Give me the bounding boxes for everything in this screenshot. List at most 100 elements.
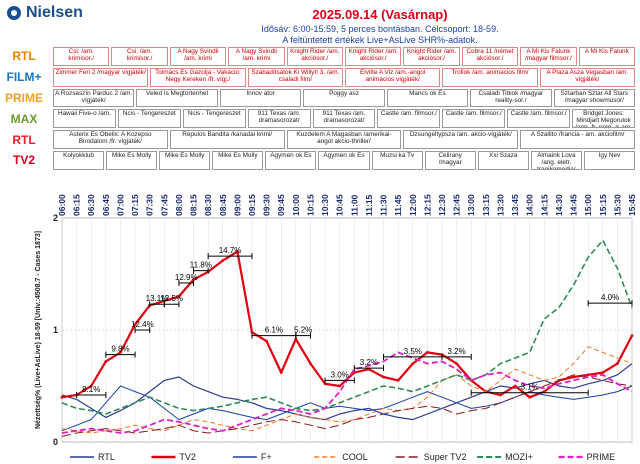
- program-cell[interactable]: A Mi Kis Falunk: [578, 47, 635, 66]
- legend-label: PRIME: [587, 452, 616, 462]
- program-cell[interactable]: Agymen ok Es: [265, 151, 317, 170]
- legend-label: RTL: [98, 452, 115, 462]
- tv2-logo-icon: TV2: [12, 153, 35, 168]
- program-cell[interactable]: Igy Nev: [583, 151, 635, 170]
- data-point: [221, 259, 225, 262]
- program-cell[interactable]: Repulos Bandita /kanadai krimi/: [169, 130, 285, 149]
- legend-label: TV2: [179, 452, 196, 462]
- x-tick-label: 10:45: [335, 194, 345, 216]
- program-cell[interactable]: A Mi Kis Falunk /magyar filmsor./: [520, 47, 577, 66]
- share-line-chart: 06:00 06:15 06:30 06:45 07:00 07:15 07:30 07:45…: [35, 194, 637, 462]
- program-cell[interactable]: A Nagy Svindli /am. krimi: [228, 47, 285, 66]
- program-cell[interactable]: Castle /am. filmsor./: [377, 109, 441, 129]
- program-cell[interactable]: Muzsi ka Tv: [371, 151, 423, 170]
- program-cell[interactable]: Ncis - Tengereszet: [182, 109, 246, 129]
- x-tick-label: 10:30: [320, 194, 330, 216]
- x-tick-label: 15:30: [612, 194, 622, 216]
- program-cell[interactable]: Mike Es Molly: [212, 151, 264, 170]
- x-tick-label: 13:15: [481, 194, 491, 216]
- data-point: [192, 278, 195, 281]
- program-cell[interactable]: Mancs ok Es: [386, 88, 469, 108]
- program-cell[interactable]: Bridget Jones: Mindjart Megorulok /ang.-…: [572, 109, 635, 129]
- y-axis-label: Nézettség% (Live+AsLive) 18-59 [Univ.:45…: [35, 231, 42, 429]
- x-tick-label: 10:15: [305, 194, 315, 216]
- legend-label: Super TV2: [424, 452, 467, 462]
- program-cell[interactable]: A Plaza Aszа Vegasban /am. vígjáték/: [539, 67, 635, 87]
- program-cell[interactable]: Dzsungeltypsza /am. akcio-vígjáték/: [403, 130, 519, 149]
- program-cell[interactable]: A Nagy Svindli /am. krimi: [169, 47, 227, 66]
- program-cell[interactable]: Cobra 11 /német akciósor./: [461, 47, 519, 66]
- x-tick-label: 08:30: [203, 194, 213, 216]
- annotation-label: 4.0%: [601, 293, 619, 302]
- series-line: [61, 239, 633, 415]
- program-cell[interactable]: Tolmács Es Gazolja - Vakacio: Negy Kerek…: [150, 67, 246, 87]
- data-point: [162, 299, 166, 303]
- program-cell[interactable]: Asterix Es Obelix: A Kozepso Birodalom /…: [53, 130, 168, 149]
- program-cell[interactable]: Knight Rider /am. akciósor./: [345, 47, 402, 66]
- x-tick-label: 13:00: [466, 194, 476, 216]
- prime-logo-icon: PRIME: [4, 90, 43, 105]
- x-tick-label: 07:15: [130, 194, 140, 216]
- program-cell[interactable]: Sztarban Sztar All Stars /magyar showmus…: [553, 88, 635, 108]
- program-cell[interactable]: Kolyokklub: [53, 151, 105, 170]
- program-cell[interactable]: Agymen ok Es: [318, 151, 370, 170]
- x-tick-label: 15:00: [583, 194, 593, 216]
- program-cell[interactable]: Mike Es Molly: [159, 151, 211, 170]
- program-cell[interactable]: Castle /am. filmsor./: [507, 109, 571, 129]
- program-cell[interactable]: Csi: /am. krimisor./: [111, 47, 168, 66]
- annotation-label: 11.8%: [190, 261, 212, 270]
- program-cell[interactable]: Poggy asz: [303, 88, 385, 108]
- program-cell[interactable]: Veled Is Megtortenhet: [136, 88, 218, 108]
- program-cell[interactable]: Elvitte A Viz /am.-angol animacios vígjá…: [345, 67, 441, 87]
- rtl-logo-icon: RTL: [12, 49, 36, 64]
- data-point: [615, 362, 619, 365]
- program-cell[interactable]: Celirany /magyar: [424, 151, 476, 170]
- program-cell[interactable]: Kuzdelem A Magasban /amerikai-angol akci…: [286, 130, 402, 149]
- data-point: [235, 250, 239, 253]
- data-point: [119, 351, 122, 354]
- program-cell[interactable]: Csi: /am. krimisor./: [53, 47, 110, 66]
- program-cell[interactable]: Knight Rider /am. akciósor./: [286, 47, 343, 66]
- x-tick-label: 07:00: [115, 194, 125, 216]
- x-tick-label: 14:45: [569, 194, 579, 216]
- data-point: [601, 371, 605, 374]
- x-tick-label: 14:15: [539, 194, 549, 216]
- program-cell[interactable]: Innov ator: [219, 88, 302, 108]
- program-cell[interactable]: 911 Texas /am. dramasorozat/: [247, 109, 311, 129]
- program-cell[interactable]: A Szallito /francia - am. akciofilm/: [520, 130, 635, 149]
- program-cell[interactable]: 911 Texas /am. dramasorozat/: [312, 109, 376, 129]
- x-tick-label: 11:15: [364, 194, 374, 216]
- program-cell[interactable]: Zimmer Feri 2 /magyar vígjáték/: [53, 67, 149, 87]
- program-cell[interactable]: Trollok /am. animacios film/: [442, 67, 538, 87]
- x-tick-label: 12:15: [422, 194, 432, 216]
- program-cell[interactable]: Szabadítsatok Ki Willyt! 3. /am. csaladi…: [247, 67, 343, 87]
- program-cell[interactable]: Mike Es Molly: [106, 151, 158, 170]
- x-tick-label: 06:15: [72, 194, 82, 216]
- data-point: [279, 371, 283, 374]
- x-tick-label: 14:00: [525, 194, 535, 216]
- annotation-label: 3.0%: [331, 370, 349, 379]
- nielsen-mark-icon: [7, 6, 21, 20]
- data-point: [338, 384, 342, 388]
- program-cell[interactable]: Csaladi Titkok /magyar reality-sor./: [470, 88, 552, 108]
- data-point: [630, 334, 634, 337]
- x-tick-label: 07:30: [145, 194, 155, 216]
- data-point: [528, 395, 532, 399]
- program-cell[interactable]: Castle /am. filmsor./: [442, 109, 506, 129]
- legend-label: F+: [261, 452, 272, 462]
- data-point: [396, 379, 400, 382]
- program-cell[interactable]: Hawaii Five-o /am.: [53, 109, 116, 129]
- program-cell[interactable]: A Rozsaszín Parduc 2 /am. vígjáték/: [53, 88, 135, 108]
- program-cell[interactable]: Knight Rider /am. akciósor./: [403, 47, 460, 66]
- rtl-logo-icon: RTL: [12, 132, 36, 147]
- program-cell[interactable]: Ncis - Tengereszet: [117, 109, 181, 129]
- x-tick-label: 13:45: [510, 194, 520, 216]
- x-tick-label: 12:45: [452, 194, 462, 216]
- y-tick-label: 0: [53, 437, 58, 447]
- series-line: [61, 385, 633, 432]
- subtitle-line-2: A feltüntetett értékek Live+AsLive SHR%-…: [282, 35, 478, 45]
- program-cell[interactable]: Almaink Lova /ang. eletr. tragikomedia/: [530, 151, 582, 170]
- data-point: [294, 337, 298, 341]
- program-cell[interactable]: Xxi Szaza: [477, 151, 529, 170]
- data-point: [265, 339, 269, 343]
